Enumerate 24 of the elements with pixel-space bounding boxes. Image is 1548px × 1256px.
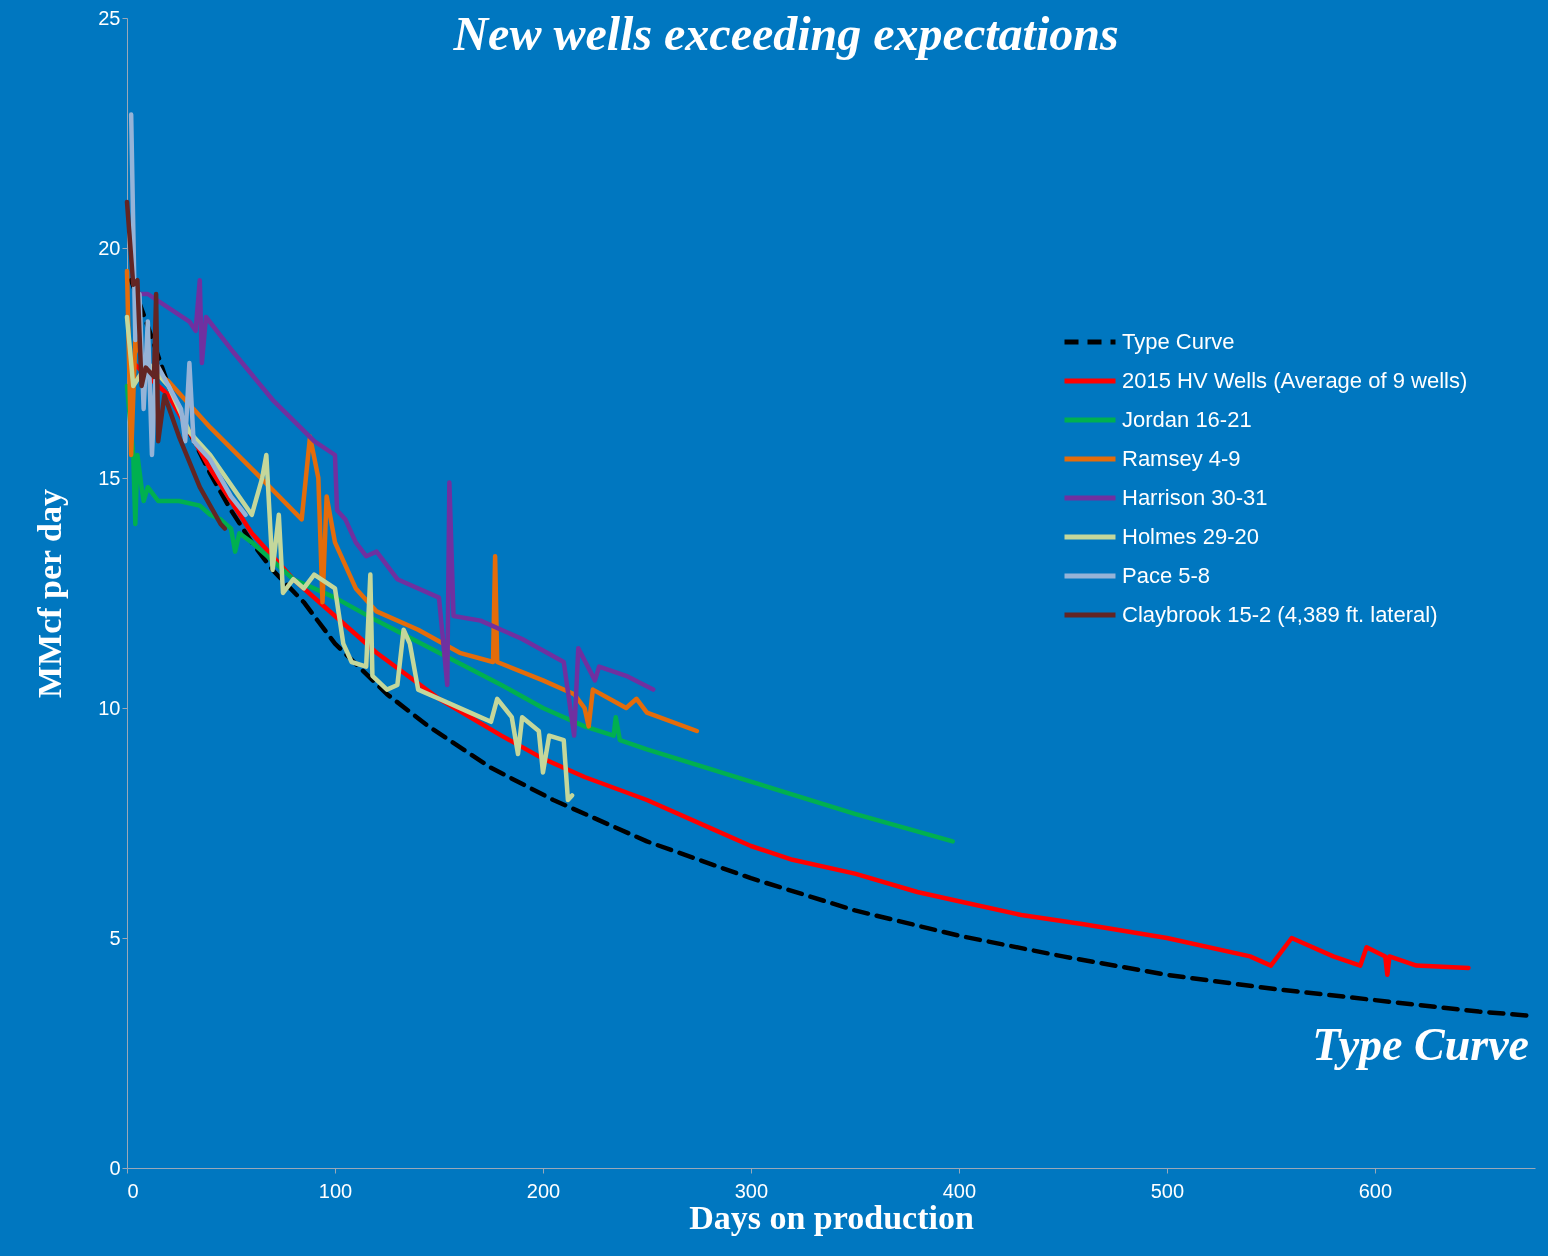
legend-label: Pace 5-8 bbox=[1122, 563, 1211, 588]
y-tick-label: 5 bbox=[109, 926, 121, 949]
chart-title: New wells exceeding expectations bbox=[452, 7, 1119, 60]
legend-label: Ramsey 4-9 bbox=[1122, 446, 1241, 471]
x-tick-label: 0 bbox=[127, 1179, 139, 1202]
y-axis-title: MMcf per day bbox=[31, 489, 69, 698]
y-tick-label: 25 bbox=[98, 6, 121, 29]
line-series bbox=[124, 199, 227, 531]
x-tick-label: 500 bbox=[1150, 1179, 1185, 1202]
x-tick-label: 600 bbox=[1358, 1179, 1393, 1202]
y-tick-label: 0 bbox=[109, 1156, 121, 1179]
y-tick-label: 20 bbox=[98, 236, 121, 259]
y-tick-label: 15 bbox=[98, 466, 121, 489]
legend-label: Jordan 16-21 bbox=[1122, 407, 1252, 432]
y-tick-label: 10 bbox=[98, 696, 121, 719]
x-tick-label: 100 bbox=[318, 1179, 353, 1202]
legend-label: Harrison 30-31 bbox=[1122, 485, 1268, 510]
legend-label: Type Curve bbox=[1122, 329, 1235, 354]
legend-label: 2015 HV Wells (Average of 9 wells) bbox=[1122, 368, 1468, 393]
x-tick-label: 200 bbox=[526, 1179, 561, 1202]
annotation: Type Curve bbox=[1312, 1019, 1529, 1070]
legend-label: Holmes 29-20 bbox=[1122, 524, 1259, 549]
line-series bbox=[124, 314, 575, 803]
legend-label: Claybrook 15-2 (4,389 ft. lateral) bbox=[1122, 602, 1438, 627]
